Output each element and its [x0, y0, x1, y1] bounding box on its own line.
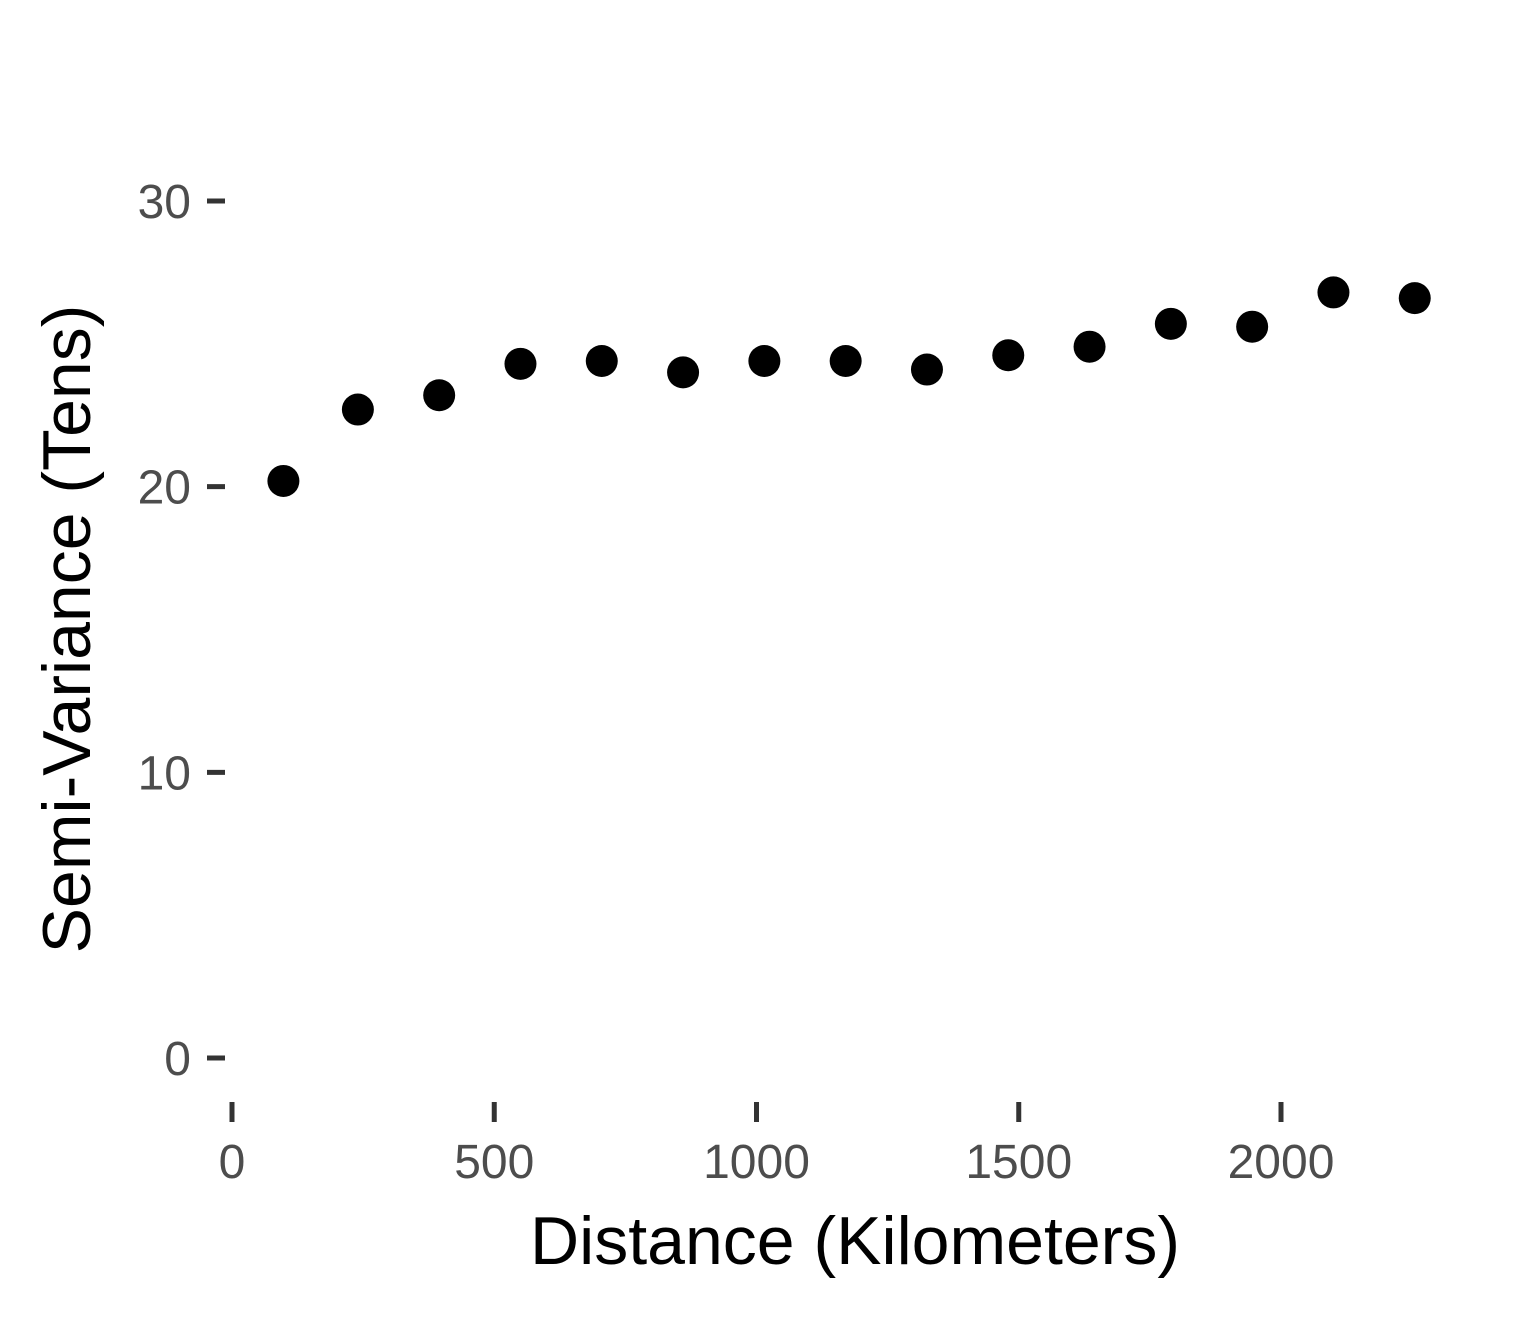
x-tick-label: 2000 [1228, 1136, 1335, 1189]
data-point [1236, 310, 1269, 343]
data-point [267, 464, 300, 497]
data-point [829, 344, 862, 377]
data-point [992, 339, 1025, 372]
data-point [910, 353, 943, 386]
y-axis-title: Semi-Variance (Tens) [29, 305, 105, 954]
data-point [748, 344, 781, 377]
x-tick-label: 500 [454, 1136, 534, 1189]
y-tick-label: 10 [138, 747, 191, 800]
x-tick-label: 1500 [965, 1136, 1072, 1189]
data-point [504, 347, 537, 380]
x-axis-title: Distance (Kilometers) [530, 1203, 1180, 1279]
data-point [667, 356, 700, 389]
y-tick-label: 0 [164, 1033, 191, 1086]
data-point [1073, 330, 1106, 363]
y-axis-ticks: 0 10 20 30 [138, 176, 225, 1086]
y-tick-label: 20 [138, 462, 191, 515]
data-point [1398, 282, 1431, 315]
data-point [1317, 276, 1350, 309]
data-point [585, 344, 618, 377]
data-point [423, 379, 456, 412]
x-axis-ticks: 0 500 1000 1500 2000 [219, 1102, 1335, 1189]
data-points [267, 276, 1431, 497]
y-tick-label: 30 [138, 176, 191, 229]
data-point [1154, 307, 1187, 340]
x-tick-label: 1000 [703, 1136, 810, 1189]
data-point [341, 393, 374, 426]
x-tick-label: 0 [219, 1136, 246, 1189]
